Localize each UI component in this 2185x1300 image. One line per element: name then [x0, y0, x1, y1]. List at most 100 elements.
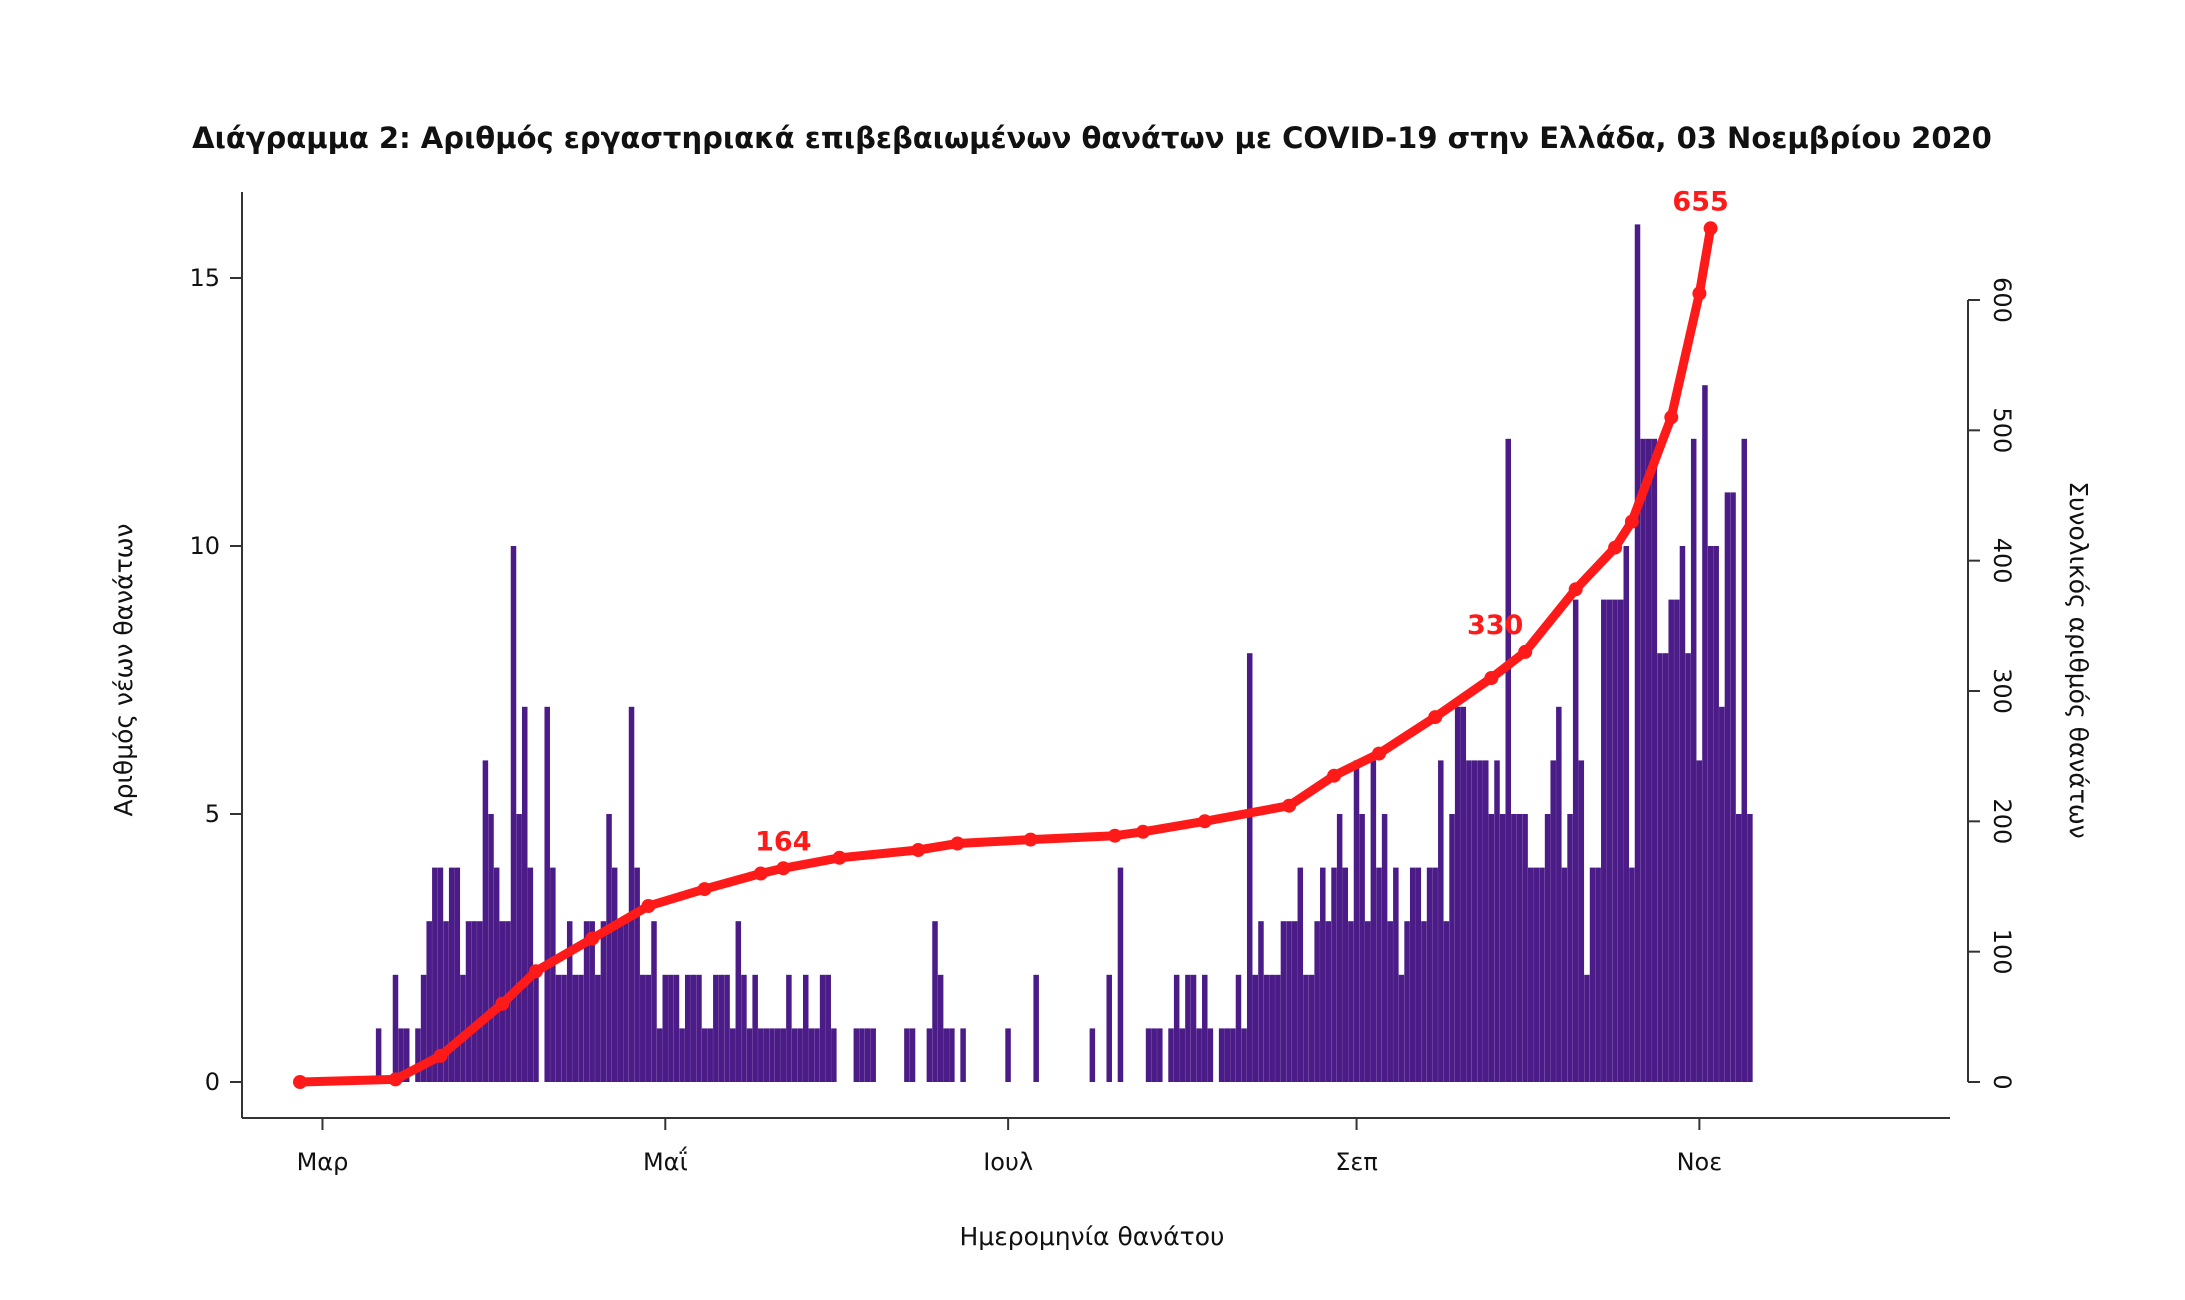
bar [1303, 974, 1309, 1082]
x-tick-label: Μαΐ [643, 1145, 688, 1176]
annotations: 164 330 655 [755, 186, 1729, 857]
bar [1690, 438, 1697, 1082]
bar [937, 974, 944, 1082]
bar [628, 706, 635, 1082]
bar [859, 1028, 865, 1082]
bar [1246, 653, 1253, 1082]
bar [808, 1028, 815, 1082]
bar [1533, 867, 1540, 1082]
bar [1572, 599, 1579, 1082]
bar [831, 1028, 837, 1082]
bar [1235, 974, 1242, 1082]
x-axis-label: Ημερομηνία θανάτου [959, 1222, 1224, 1251]
bar [1483, 760, 1489, 1082]
bar [1617, 599, 1624, 1082]
bar [583, 921, 590, 1082]
bar [1421, 921, 1427, 1082]
bar [600, 921, 607, 1082]
y2-tick-label: 400 [1988, 538, 2016, 584]
bar [729, 1028, 736, 1082]
bar [448, 867, 455, 1082]
bar [1106, 974, 1112, 1082]
bar [398, 1028, 404, 1082]
bar [1151, 1028, 1157, 1082]
cumulative-point [585, 931, 600, 946]
bar [1679, 546, 1686, 1082]
bar [1499, 814, 1506, 1082]
bar [802, 974, 809, 1082]
bar [1005, 1028, 1011, 1082]
bar [1168, 1028, 1174, 1082]
bar [926, 1028, 933, 1082]
x-tick-label: Μαρ [297, 1148, 349, 1176]
bar [634, 867, 640, 1082]
x-tick-label: Ιουλ [983, 1148, 1033, 1176]
bar [1567, 814, 1573, 1082]
bar [1145, 1028, 1152, 1082]
cumulative-point [1608, 540, 1623, 555]
bar [1466, 760, 1472, 1082]
bar [1364, 921, 1371, 1082]
bar [493, 867, 500, 1082]
bar [550, 867, 556, 1082]
bar [1376, 867, 1382, 1082]
bar [932, 921, 938, 1082]
cumulative-point [641, 899, 656, 913]
y-tick-label: 5 [205, 800, 220, 828]
bar [741, 974, 747, 1082]
bar [443, 921, 449, 1082]
bar [533, 974, 539, 1082]
bar [521, 706, 528, 1082]
bar [1578, 760, 1585, 1082]
cumulative-point [753, 866, 768, 881]
bar [1179, 1028, 1186, 1082]
bar [1601, 599, 1607, 1082]
bar [679, 1028, 685, 1082]
cumulative-point [1372, 746, 1386, 761]
bar [814, 1028, 820, 1082]
y2-tick-label: 500 [1988, 407, 2016, 453]
bar [1185, 974, 1191, 1082]
y-tick-label: 15 [189, 264, 220, 292]
bar [904, 1028, 910, 1082]
bar [1735, 814, 1742, 1082]
bar [943, 1028, 949, 1082]
bar [1286, 921, 1292, 1082]
bar [1258, 921, 1264, 1082]
cumulative-point [1692, 286, 1707, 301]
bar [791, 1028, 798, 1082]
bar [1668, 599, 1674, 1082]
bar [1089, 1028, 1096, 1082]
bar [578, 974, 584, 1082]
bar [1409, 867, 1416, 1082]
bar [690, 974, 697, 1082]
bar [1331, 867, 1337, 1082]
bar [1651, 438, 1658, 1082]
bar [1741, 438, 1748, 1082]
bar [572, 974, 579, 1082]
bar [746, 1028, 753, 1082]
bar [645, 974, 652, 1082]
bar [1702, 385, 1708, 1082]
bar [1477, 760, 1483, 1082]
bar [1320, 867, 1326, 1082]
bar [1275, 974, 1281, 1082]
bar [662, 974, 668, 1082]
bar [1387, 921, 1393, 1082]
bar [1685, 653, 1691, 1082]
y2-tick-label: 300 [1988, 668, 2016, 714]
bar [595, 974, 601, 1082]
bar [1747, 814, 1753, 1082]
bar [1190, 974, 1197, 1082]
bar [566, 921, 573, 1082]
cumulative-point [911, 843, 926, 857]
bar [1280, 921, 1287, 1082]
axes: 0 5 10 15 0 100 200 300 400 500 600 Μαρ Μαΐ Ιουλ Σεπ Νο… [189, 192, 2016, 1176]
bar [1218, 1028, 1225, 1082]
bar [651, 921, 657, 1082]
bar [617, 921, 624, 1082]
cumulative-label: 330 [1467, 610, 1523, 641]
bar [1449, 814, 1455, 1082]
cumulative-label: 655 [1672, 186, 1728, 217]
cumulative-point [495, 996, 510, 1011]
